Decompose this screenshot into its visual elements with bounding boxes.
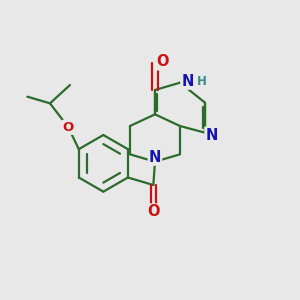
Text: O: O bbox=[156, 54, 169, 69]
Text: O: O bbox=[63, 121, 74, 134]
Text: O: O bbox=[147, 205, 160, 220]
Text: N: N bbox=[206, 128, 218, 142]
Text: H: H bbox=[197, 75, 206, 88]
Text: N: N bbox=[149, 150, 161, 165]
Text: N: N bbox=[181, 74, 194, 89]
